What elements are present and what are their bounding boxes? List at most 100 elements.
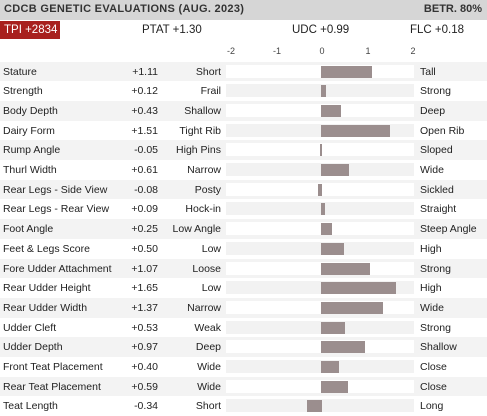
high-descriptor: Tall (420, 65, 436, 78)
trait-name: Front Teat Placement (3, 361, 103, 373)
bar-track (226, 320, 414, 334)
bar-track (226, 64, 414, 78)
trait-row: Feet & Legs Score +0.50 Low High (0, 239, 487, 259)
flc-value: FLC +0.18 (410, 24, 465, 36)
trait-value: +0.97 (131, 341, 158, 354)
value-bar (321, 65, 372, 78)
trait-value: -0.34 (134, 400, 158, 413)
trait-value: +1.11 (132, 65, 158, 78)
value-bar (321, 380, 348, 393)
low-descriptor: Short (195, 400, 221, 413)
trait-value: +0.09 (131, 203, 158, 216)
bar-track (226, 84, 414, 98)
high-descriptor: Close (420, 361, 447, 373)
x-tick-label: 2 (410, 46, 416, 56)
trait-name: Rear Legs - Side View (3, 183, 108, 196)
low-descriptor: Weak (194, 321, 221, 334)
trait-row: Rear Legs - Side View -0.08 Posty Sickled (0, 179, 487, 200)
trait-name: Stature (3, 65, 37, 78)
low-descriptor: Wide (197, 361, 221, 373)
high-descriptor: Close (420, 380, 447, 393)
high-descriptor: Strong (420, 85, 451, 98)
trait-name: Body Depth (3, 104, 58, 117)
low-descriptor: Deep (195, 341, 221, 354)
chart-title: CDCB GENETIC EVALUATIONS (AUG. 2023) (4, 3, 245, 15)
trait-value: +0.61 (131, 164, 158, 176)
high-descriptor: Steep Angle (420, 223, 477, 236)
value-bar (321, 321, 346, 334)
bar-track (226, 340, 414, 354)
value-bar (321, 301, 384, 314)
trait-name: Rear Udder Height (3, 282, 91, 295)
trait-value: +0.50 (131, 242, 158, 255)
trait-name: Strength (3, 85, 43, 98)
tpi-badge: TPI +2834 (0, 21, 60, 39)
bar-track (226, 241, 414, 255)
trait-row: Strength +0.12 Frail Strong (0, 81, 487, 101)
value-bar (319, 144, 322, 157)
trait-row: Rear Udder Width +1.37 Narrow Wide (0, 297, 487, 318)
trait-name: Fore Udder Attachment (3, 262, 112, 275)
trait-value: -0.08 (134, 183, 158, 196)
high-descriptor: Sickled (420, 183, 454, 196)
trait-row: Teat Length -0.34 Short Long (0, 396, 487, 416)
reliability-label: BETR. 80% (423, 3, 482, 15)
trait-name: Udder Cleft (3, 321, 57, 334)
trait-name: Teat Length (3, 400, 58, 413)
high-descriptor: Open Rib (420, 124, 465, 137)
value-bar (321, 124, 390, 137)
trait-row: Foot Angle +0.25 Low Angle Steep Angle (0, 219, 487, 239)
trait-row: Body Depth +0.43 Shallow Deep (0, 100, 487, 121)
value-bar (321, 223, 333, 236)
low-descriptor: Wide (197, 380, 221, 393)
trait-value: +1.51 (131, 124, 158, 137)
bar-track (226, 379, 414, 393)
low-descriptor: Frail (200, 85, 221, 98)
value-bar (321, 341, 366, 354)
high-descriptor: Deep (420, 104, 446, 117)
high-descriptor: High (420, 282, 442, 295)
x-tick-label: -1 (272, 46, 282, 56)
bar-track (226, 300, 414, 314)
trait-value: +0.40 (131, 361, 158, 373)
low-descriptor: Loose (192, 262, 221, 275)
value-bar (321, 282, 397, 295)
trait-row: Thurl Width +0.61 Narrow Wide (0, 160, 487, 180)
high-descriptor: Strong (420, 321, 451, 334)
low-descriptor: Low Angle (172, 223, 221, 236)
value-bar (321, 203, 326, 216)
low-descriptor: Narrow (187, 301, 221, 314)
high-descriptor: Long (420, 400, 444, 413)
value-bar (306, 400, 322, 413)
low-descriptor: Tight Rib (179, 124, 221, 137)
udc-value: UDC +0.99 (292, 24, 350, 36)
trait-value: +0.43 (131, 104, 158, 117)
x-tick-label: -2 (226, 46, 236, 56)
trait-name: Feet & Legs Score (3, 242, 90, 255)
trait-name: Rump Angle (3, 144, 61, 157)
value-bar (321, 104, 341, 117)
x-tick-label: 1 (365, 46, 371, 56)
bar-track (226, 202, 414, 216)
high-descriptor: Sloped (420, 144, 453, 157)
high-descriptor: High (420, 242, 442, 255)
trait-name: Foot Angle (3, 223, 54, 236)
x-tick-label: 0 (319, 46, 325, 56)
trait-value: +0.59 (131, 380, 158, 393)
trait-value: +1.07 (131, 262, 158, 275)
high-descriptor: Shallow (420, 341, 457, 354)
low-descriptor: Short (195, 65, 221, 78)
trait-row: Udder Cleft +0.53 Weak Strong (0, 318, 487, 338)
trait-row: Rear Udder Height +1.65 Low High (0, 278, 487, 298)
trait-row: Front Teat Placement +0.40 Wide Close (0, 357, 487, 377)
value-bar (321, 164, 349, 176)
ptat-value: PTAT +1.30 (142, 24, 202, 36)
trait-value: +1.65 (131, 282, 158, 295)
title-bar: CDCB GENETIC EVALUATIONS (AUG. 2023) BET… (0, 0, 487, 20)
trait-value: -0.05 (134, 144, 158, 157)
trait-name: Rear Teat Placement (3, 380, 101, 393)
high-descriptor: Strong (420, 262, 451, 275)
low-descriptor: Low (201, 242, 221, 255)
bar-track (226, 261, 414, 275)
trait-row: Rear Teat Placement +0.59 Wide Close (0, 376, 487, 397)
